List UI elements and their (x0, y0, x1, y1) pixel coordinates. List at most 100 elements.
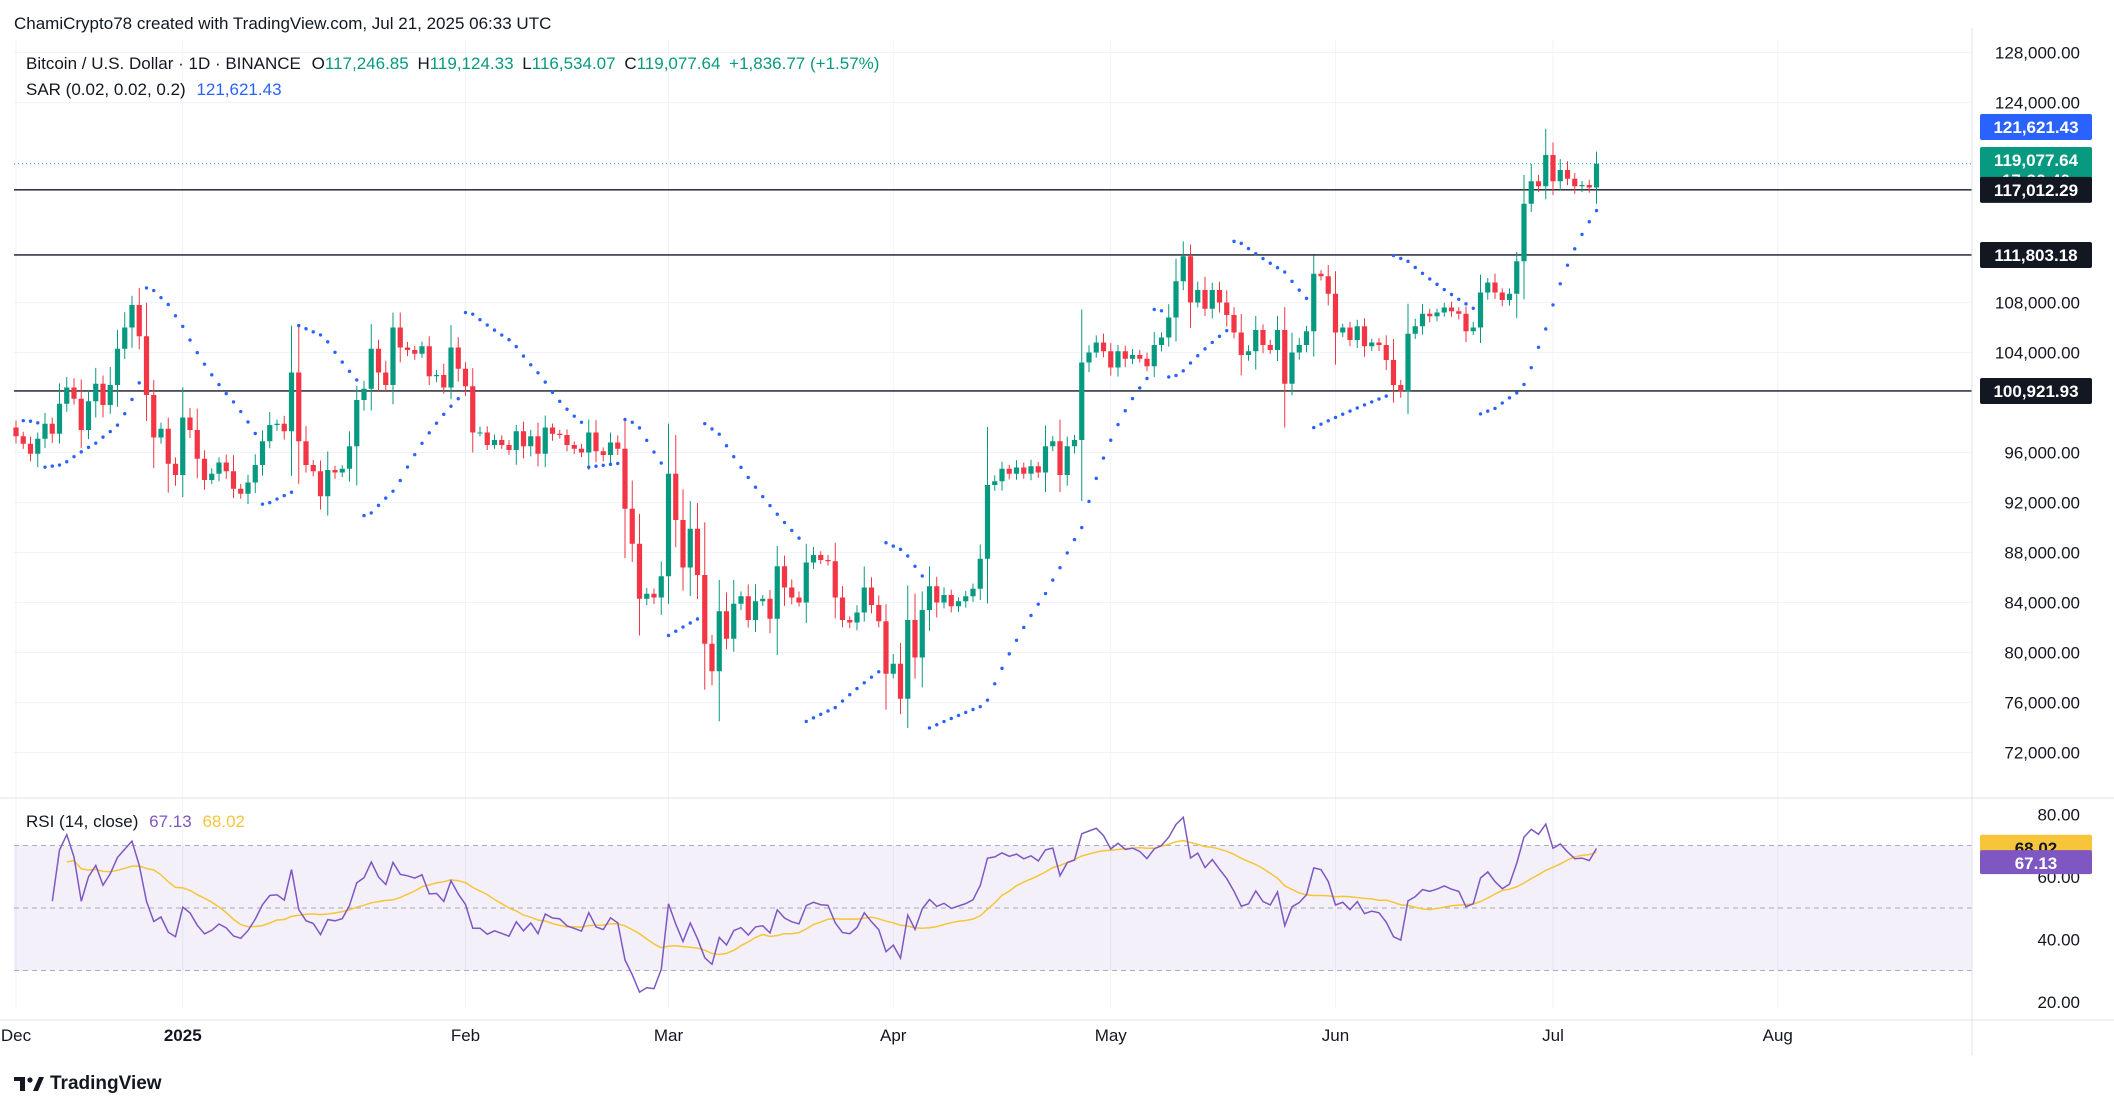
candle-body (723, 611, 730, 639)
candle-body (818, 555, 824, 560)
sar-dot (869, 675, 874, 679)
price-tick-label: 84,000.00 (2004, 594, 2080, 613)
candle-body (1456, 311, 1462, 314)
sar-dot (427, 431, 431, 435)
sar-dot (1391, 253, 1396, 258)
candle-body (1006, 468, 1012, 474)
candle-body (810, 555, 817, 563)
candle-body (412, 350, 418, 354)
time-tick-label: Jul (1542, 1026, 1564, 1045)
candle-body (738, 596, 744, 604)
candle-body (375, 348, 382, 373)
change-value: +1,836.77 (+1.57%) (729, 54, 880, 73)
level-tag-bg (1980, 241, 2092, 268)
level-tag: 117,012.29 (1980, 176, 2092, 203)
open-label: O (311, 54, 325, 73)
sar-dot (877, 670, 881, 674)
sar-dot (224, 391, 228, 396)
candle-body (1586, 185, 1592, 188)
candle-body (767, 598, 773, 619)
sar-dot (123, 411, 127, 416)
candle-body (245, 482, 251, 494)
sar-dot (456, 397, 460, 401)
sar-dot (1399, 256, 1403, 261)
sar-dot (471, 312, 475, 316)
candle-body (586, 432, 592, 453)
sar-dot (398, 478, 402, 483)
candle-body (868, 587, 875, 605)
candle-body (354, 400, 360, 447)
sar-dot (1304, 296, 1309, 301)
candle-body (1035, 466, 1041, 473)
candle-body (317, 471, 324, 497)
sar-dot (181, 324, 185, 329)
candle-body (854, 612, 860, 623)
sar-dot (1094, 476, 1098, 481)
sar-dot (311, 330, 315, 334)
price-tick-label: 124,000.00 (1995, 94, 2080, 113)
sar-dot (768, 503, 772, 508)
sar-dot (1406, 259, 1410, 264)
sar-dot (253, 431, 257, 436)
sar-dot (1145, 376, 1149, 381)
candle-body (745, 596, 751, 620)
candle-body (557, 433, 563, 435)
candle-body (1028, 466, 1034, 474)
candle-body (172, 463, 179, 475)
candle-body (1332, 293, 1339, 333)
candle-body (404, 347, 411, 350)
level-tag-text: 100,921.93 (1993, 382, 2078, 401)
candle-body (49, 423, 55, 434)
candle-body (774, 566, 780, 619)
candle-body (1144, 358, 1150, 367)
rsi-tag: 67.13 (1980, 850, 2092, 875)
sar-dot (1080, 525, 1084, 530)
sar-dot (855, 686, 859, 691)
sar-dot (333, 350, 337, 355)
candle-body (1499, 292, 1505, 300)
level-tag-text: 117,012.29 (1994, 181, 2078, 200)
candle-body (129, 305, 135, 328)
candle-body (644, 593, 650, 599)
candle-body (216, 462, 222, 474)
candle-body (13, 427, 19, 437)
sar-value: 121,621.43 (196, 80, 282, 99)
sar-dot (282, 493, 286, 498)
sar-price-tag: 121,621.43 (1980, 114, 2092, 140)
sar-dot (710, 427, 714, 431)
sar-dot (1428, 277, 1432, 281)
candle-body (223, 462, 229, 472)
sar-dot (65, 460, 69, 464)
candle-body (1376, 342, 1382, 345)
sar-dot (442, 412, 446, 417)
candle-body (1209, 290, 1215, 309)
sar-dot (724, 443, 729, 448)
candle-body (542, 427, 548, 454)
candle-body (1419, 313, 1426, 327)
candle-body (1579, 185, 1585, 187)
last-price-tag-text: 119,077.64 (1994, 151, 2079, 170)
candle-body (1253, 330, 1259, 352)
sar-dot (1203, 347, 1207, 351)
sar-dot (1130, 396, 1135, 401)
candle-body (1267, 345, 1273, 350)
candle-body (201, 458, 208, 480)
price-tick-label: 88,000.00 (2004, 544, 2080, 563)
sar-dot (72, 454, 76, 459)
sar-dot (384, 496, 388, 500)
sar-dot (1167, 375, 1171, 379)
sar-dot (449, 404, 453, 408)
horizontal-levels (14, 163, 1972, 392)
sar-dot (166, 302, 170, 307)
sar-dot (1413, 265, 1417, 270)
candle-body (1427, 313, 1433, 317)
sar-dot (57, 463, 62, 467)
candle-body (1158, 337, 1165, 345)
sar-dot (1239, 241, 1243, 246)
rsi-tag-text: 67.13 (2015, 854, 2058, 873)
sar-dot (1435, 282, 1439, 287)
tradingview-brand[interactable]: TradingView (14, 1073, 162, 1095)
candle-body (593, 432, 599, 452)
sar-dot (275, 497, 279, 501)
